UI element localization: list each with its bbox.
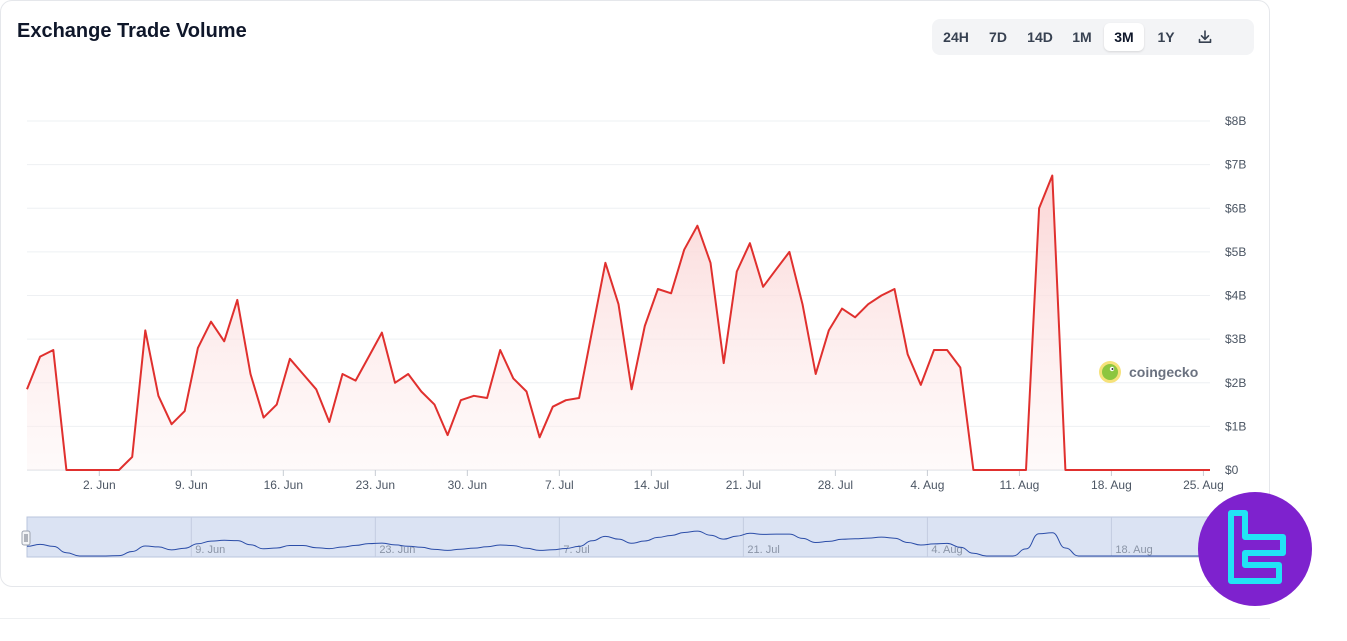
- y-tick-label: $3B: [1225, 332, 1246, 346]
- x-tick-label: 30. Jun: [448, 478, 487, 492]
- x-tick-label: 14. Jul: [634, 478, 669, 492]
- range-selector: 24H 7D 14D 1M 3M 1Y: [932, 19, 1254, 55]
- tab-24h[interactable]: 24H: [943, 29, 969, 45]
- x-tick-label: 25. Aug: [1183, 478, 1224, 492]
- y-tick-label: $6B: [1225, 201, 1246, 215]
- series-area: [27, 175, 1210, 470]
- x-tick-label: 16. Jun: [264, 478, 303, 492]
- x-tick-label: 28. Jul: [818, 478, 853, 492]
- x-tick-label: 21. Jul: [726, 478, 761, 492]
- navigator-tick-label: 23. Jun: [379, 544, 415, 556]
- y-tick-label: $7B: [1225, 158, 1246, 172]
- x-tick-label: 23. Jun: [356, 478, 395, 492]
- y-axis: $0 $1B $2B $3B $4B $5B $6B $7B $8B: [1225, 114, 1246, 477]
- tradingfinder-logo-icon: [1198, 492, 1312, 606]
- tab-14d[interactable]: 14D: [1027, 29, 1053, 45]
- navigator-handle-left[interactable]: [21, 530, 31, 546]
- tab-3m[interactable]: 3M: [1104, 23, 1144, 51]
- series-volume: [26, 174, 1210, 471]
- x-tick-label: 2. Jun: [83, 478, 116, 492]
- navigator-tick-label: 7. Jul: [563, 544, 589, 556]
- series-line: [26, 174, 1210, 471]
- navigator-tick-label: 9. Jun: [195, 544, 225, 556]
- x-tick-label: 18. Aug: [1091, 478, 1132, 492]
- gecko-logo-icon: [1099, 361, 1121, 383]
- navigator-tick-label: 18. Aug: [1115, 544, 1152, 556]
- navigator-series-line: [26, 530, 1210, 557]
- x-tick-label: 9. Jun: [175, 478, 208, 492]
- x-tick-label: 7. Jul: [545, 478, 574, 492]
- tab-1y[interactable]: 1Y: [1157, 29, 1175, 45]
- y-tick-label: $2B: [1225, 376, 1246, 390]
- y-tick-label: $1B: [1225, 419, 1246, 433]
- y-tick-label: $8B: [1225, 114, 1246, 128]
- download-button[interactable]: [1188, 23, 1222, 51]
- watermark-text: coingecko: [1129, 364, 1198, 380]
- tab-7d[interactable]: 7D: [989, 29, 1007, 45]
- coingecko-watermark: coingecko: [1099, 361, 1198, 383]
- navigator-tick-label: 4. Aug: [931, 544, 962, 556]
- page-title: Exchange Trade Volume: [17, 20, 247, 42]
- navigator[interactable]: 9. Jun 23. Jun 7. Jul 21. Jul 4. Aug 18. Aug: [21, 516, 1211, 558]
- y-tick-label: $4B: [1225, 289, 1246, 303]
- y-tick-label: $0: [1225, 463, 1239, 477]
- tab-1m[interactable]: 1M: [1072, 29, 1092, 45]
- navigator-tick-label: 21. Jul: [747, 544, 779, 556]
- download-icon: [1198, 30, 1212, 43]
- divider: [0, 618, 1270, 619]
- navigator-window[interactable]: [26, 516, 1211, 558]
- y-tick-label: $5B: [1225, 245, 1246, 259]
- x-axis: 2. Jun 9. Jun 16. Jun 23. Jun 30. Jun 7. Jul 1…: [83, 470, 1224, 492]
- x-tick-label: 11. Aug: [999, 478, 1039, 492]
- x-tick-label: 4. Aug: [910, 478, 944, 492]
